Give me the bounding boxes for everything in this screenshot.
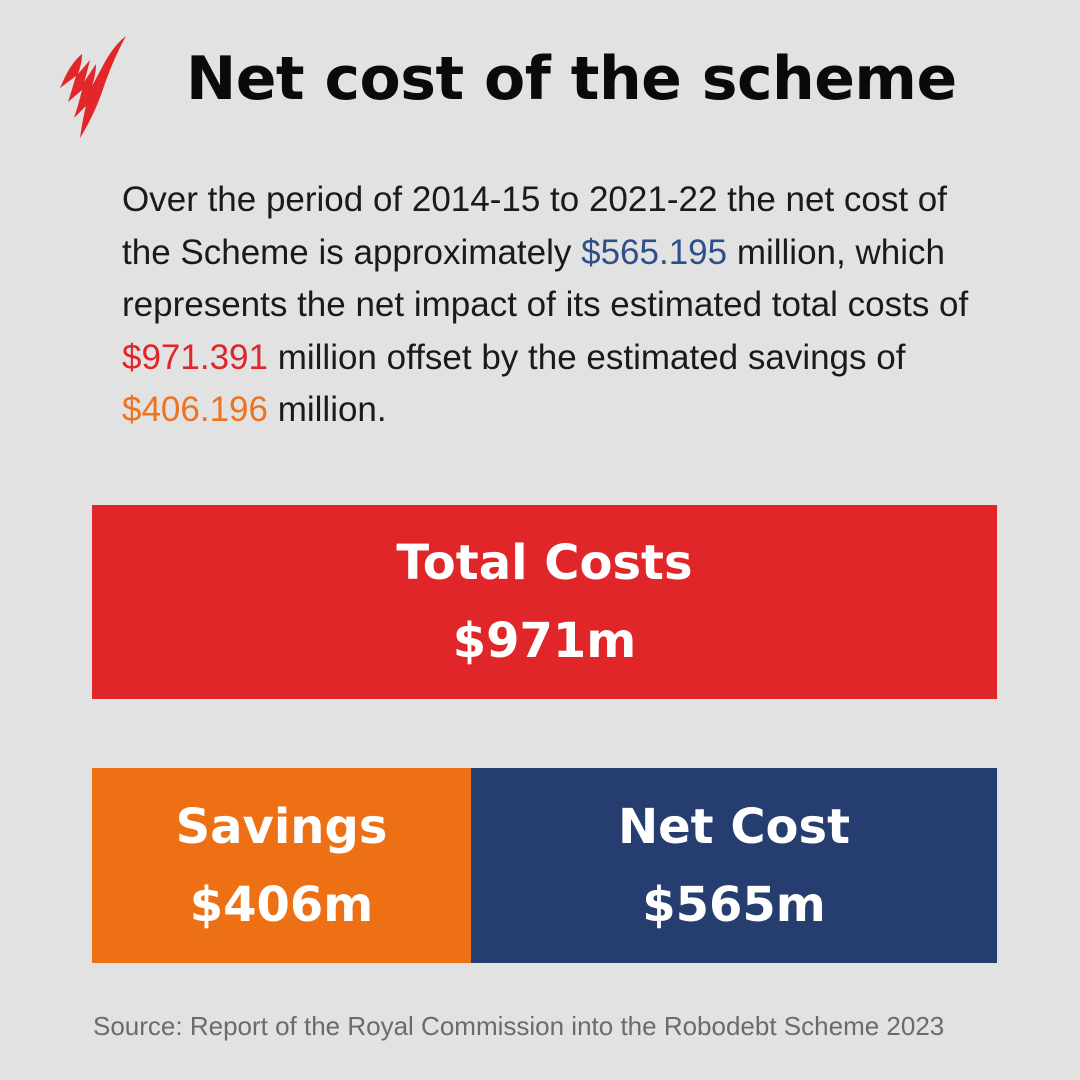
- para-text-3: million offset by the estimated savings …: [267, 337, 906, 377]
- savings-value: $406.196: [122, 390, 268, 429]
- savings-amount: $406m: [189, 876, 374, 933]
- net-cost-value: $565.195: [581, 232, 728, 272]
- source-caption: Source: Report of the Royal Commission i…: [93, 1011, 945, 1041]
- savings-bar: Savings $406m: [92, 768, 471, 963]
- total-cost-value: $971.391: [122, 337, 268, 377]
- para-text-1: Over the period of 2014-15 to 2021-22 th…: [122, 180, 947, 272]
- para-text-4: million.: [267, 390, 387, 429]
- total-costs-label: Total Costs: [396, 535, 693, 591]
- net-cost-label: Net Cost: [617, 798, 851, 855]
- net-cost-amount: $565m: [642, 876, 826, 933]
- total-costs-amount: $971m: [452, 613, 637, 669]
- description-paragraph: Over the period of 2014-15 to 2021-22 th…: [122, 174, 1002, 437]
- page-title: Net cost of the scheme: [186, 44, 957, 114]
- total-costs-bar: Total Costs $971m: [92, 505, 997, 699]
- para-text-2: million, which represents the net impact…: [122, 232, 969, 325]
- net-cost-bar: Net Cost $565m: [471, 768, 997, 963]
- savings-label: Savings: [175, 798, 388, 855]
- sbs-logo-icon: [56, 34, 130, 138]
